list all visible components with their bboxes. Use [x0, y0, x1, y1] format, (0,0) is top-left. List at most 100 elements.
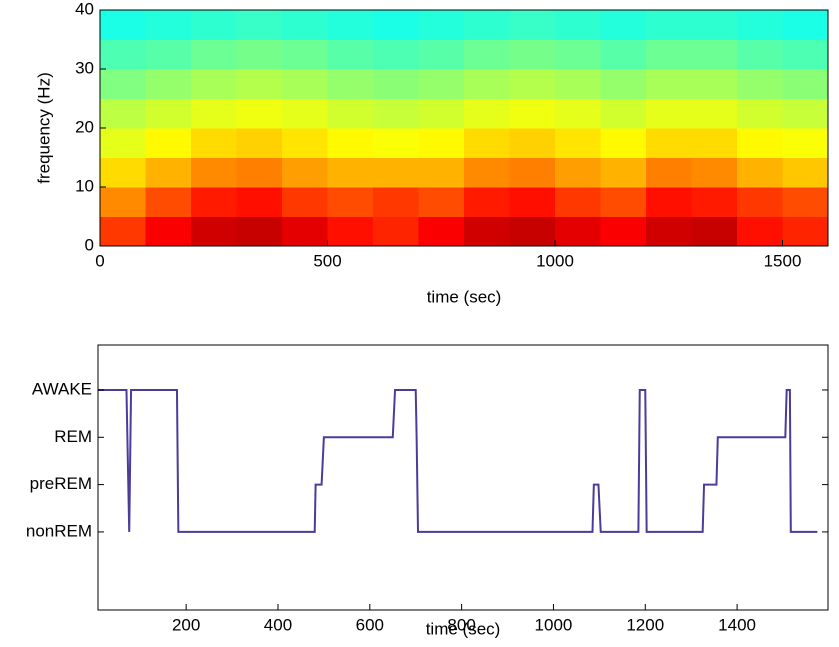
heat-cell: [100, 69, 146, 99]
heat-cell: [782, 69, 829, 99]
heat-cell: [646, 216, 692, 247]
heat-cell: [737, 98, 783, 129]
plot-frame: [97, 344, 829, 611]
heat-cell: [418, 69, 465, 99]
x-tick-label: 500: [313, 251, 341, 270]
heat-cell: [236, 157, 283, 188]
heat-cell: [100, 10, 146, 40]
heat-cell: [191, 187, 237, 217]
heat-cell: [509, 187, 556, 217]
heat-cell: [373, 98, 419, 129]
heat-cell: [373, 157, 419, 188]
heat-cell: [555, 187, 601, 217]
y-tick-label: 0: [85, 235, 94, 254]
heat-cell: [555, 98, 601, 129]
heat-cell: [327, 39, 374, 70]
heat-cell: [191, 157, 237, 188]
heat-cell: [327, 216, 374, 247]
heat-cell: [100, 39, 146, 70]
heat-cell: [464, 98, 510, 129]
heat-cell: [782, 10, 829, 40]
y-tick-label: 10: [75, 176, 94, 195]
y-tick-label: 40: [75, 0, 94, 18]
heat-cell: [145, 128, 192, 158]
heat-cell: [100, 128, 146, 158]
heat-cell: [418, 187, 465, 217]
heat-cell: [646, 157, 692, 188]
heat-cell: [145, 98, 192, 129]
heat-cell: [782, 157, 829, 188]
heat-cell: [600, 69, 647, 99]
heat-cell: [782, 128, 829, 158]
heat-cell: [464, 39, 510, 70]
x-tick-label: 600: [356, 615, 384, 634]
y-tick-label: AWAKE: [32, 379, 92, 398]
heat-cell: [509, 216, 556, 247]
heat-cell: [327, 98, 374, 129]
heat-cell: [509, 98, 556, 129]
x-tick-label: 1400: [718, 615, 756, 634]
heat-cell: [782, 216, 829, 247]
heat-cell: [236, 69, 283, 99]
heat-cell: [145, 216, 192, 247]
heat-cell: [282, 10, 328, 40]
heat-cell: [145, 187, 192, 217]
heat-cell: [464, 69, 510, 99]
heat-cell: [737, 216, 783, 247]
heat-cell: [509, 69, 556, 99]
heat-cell: [691, 69, 738, 99]
heat-cell: [191, 69, 237, 99]
heat-cell: [327, 157, 374, 188]
y-axis-label: frequency (Hz): [34, 72, 53, 183]
heat-cell: [191, 216, 237, 247]
heat-cell: [373, 128, 419, 158]
heat-cell: [646, 69, 692, 99]
heat-cell: [236, 128, 283, 158]
heat-cell: [236, 98, 283, 129]
heat-cell: [418, 39, 465, 70]
y-tick-label: 20: [75, 117, 94, 136]
hypnogram-line: [98, 388, 818, 533]
heat-cell: [737, 69, 783, 99]
heat-cell: [646, 39, 692, 70]
heat-cell: [327, 69, 374, 99]
heat-cell: [555, 69, 601, 99]
heat-cell: [373, 216, 419, 247]
y-tick-label: 30: [75, 58, 94, 77]
heat-cell: [646, 10, 692, 40]
heat-cell: [100, 98, 146, 129]
heat-cell: [418, 128, 465, 158]
x-tick-label: 400: [264, 615, 292, 634]
heat-cell: [600, 128, 647, 158]
heat-cell: [418, 216, 465, 247]
heat-cell: [145, 157, 192, 188]
heat-cell: [100, 187, 146, 217]
x-tick-label: 1000: [535, 615, 573, 634]
heat-cell: [145, 39, 192, 70]
heat-cell: [646, 98, 692, 129]
heat-cell: [509, 39, 556, 70]
heat-cell: [327, 187, 374, 217]
heat-cell: [691, 98, 738, 129]
heat-cell: [782, 39, 829, 70]
heat-cell: [100, 216, 146, 247]
heat-cell: [600, 98, 647, 129]
heat-cell: [418, 98, 465, 129]
heat-cell: [373, 69, 419, 99]
heat-cell: [737, 39, 783, 70]
x-tick-label: 0: [95, 251, 104, 270]
heat-cell: [327, 10, 374, 40]
y-tick-label: REM: [54, 427, 92, 446]
heat-cell: [464, 157, 510, 188]
x-tick-label: 1200: [626, 615, 664, 634]
heat-cell: [191, 39, 237, 70]
heat-cell: [737, 157, 783, 188]
heat-cell: [646, 187, 692, 217]
heat-cell: [100, 157, 146, 188]
heat-cell: [418, 10, 465, 40]
heat-cell: [145, 69, 192, 99]
heat-cell: [418, 157, 465, 188]
heat-cell: [282, 216, 328, 247]
heat-cell: [782, 187, 829, 217]
